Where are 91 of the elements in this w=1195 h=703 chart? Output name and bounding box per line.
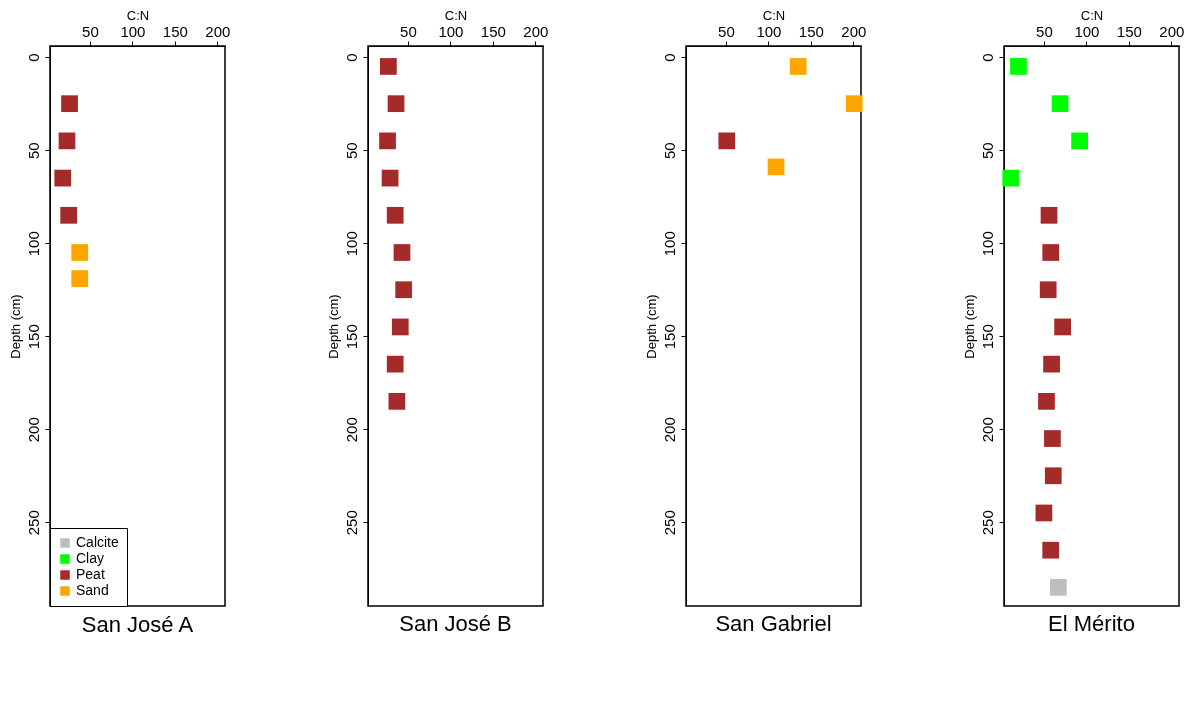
y-tick-label: 50 <box>660 142 678 160</box>
y-tick-label: 0 <box>660 53 678 62</box>
point <box>386 206 404 224</box>
y-axis-title: Depth (cm) <box>7 294 23 359</box>
x-tick-label: 150 <box>1116 22 1142 40</box>
point <box>58 132 76 150</box>
point <box>395 281 413 299</box>
point <box>60 206 78 224</box>
point <box>71 244 89 261</box>
x-tick-label: 50 <box>400 22 417 40</box>
x-axis-title: C:N <box>444 7 468 23</box>
x-tick-label: 100 <box>438 22 464 40</box>
x-tick-label: 50 <box>82 22 99 40</box>
x-tick-label: 200 <box>205 22 231 40</box>
y-tick-label: 150 <box>978 324 996 350</box>
point <box>718 132 736 150</box>
y-tick-label: 0 <box>24 53 42 62</box>
y-tick-label: 150 <box>342 324 360 350</box>
y-tick-label: 50 <box>978 142 996 160</box>
point <box>71 270 89 287</box>
point <box>54 169 72 187</box>
y-tick-label: 0 <box>342 53 360 62</box>
y-tick-label: 150 <box>660 324 678 350</box>
y-tick-label: 200 <box>978 417 996 443</box>
point <box>391 318 409 336</box>
point <box>387 95 405 113</box>
point <box>1044 467 1062 485</box>
point <box>61 95 78 113</box>
point <box>379 132 396 150</box>
x-tick-label: 200 <box>1159 22 1185 40</box>
x-tick-label: 100 <box>120 22 146 40</box>
point <box>1035 504 1053 522</box>
point <box>1042 244 1060 261</box>
x-tick-label: 200 <box>841 22 867 40</box>
x-tick-label: 100 <box>756 22 782 40</box>
x-tick-label: 150 <box>480 22 506 40</box>
legend-label: Sand <box>76 582 109 598</box>
text: San Gabriel <box>715 611 832 636</box>
y-tick-label: 50 <box>342 142 360 160</box>
y-tick-label: 250 <box>660 510 678 536</box>
text: El Mérito <box>1048 611 1135 636</box>
x-axis-title: C:N <box>126 7 150 23</box>
x-axis-title: C:N <box>762 7 786 23</box>
point <box>1010 58 1027 75</box>
legend-label: Peat <box>76 566 105 582</box>
y-tick-label: 100 <box>24 231 42 257</box>
point <box>381 169 399 187</box>
x-tick-label: 50 <box>1036 22 1053 40</box>
text: San José B <box>399 611 512 636</box>
point <box>1054 318 1071 336</box>
point <box>1039 281 1057 299</box>
legend-label: Clay <box>76 550 105 566</box>
point <box>1051 95 1069 113</box>
y-tick-label: 250 <box>342 510 360 536</box>
y-tick-label: 250 <box>24 510 42 536</box>
x-tick-label: 100 <box>1074 22 1100 40</box>
point <box>1050 579 1067 596</box>
x-tick-label: 150 <box>798 22 824 40</box>
point <box>1040 206 1058 224</box>
point <box>1071 132 1088 150</box>
x-axis-title: C:N <box>1080 7 1104 23</box>
point <box>845 95 863 113</box>
point <box>789 58 807 75</box>
x-tick-label: 150 <box>162 22 188 40</box>
point <box>1042 541 1060 559</box>
point <box>388 392 406 410</box>
point <box>1043 355 1060 373</box>
y-tick-label: 100 <box>978 231 996 257</box>
point <box>393 244 411 261</box>
y-tick-label: 100 <box>660 231 678 257</box>
x-tick-label: 50 <box>718 22 735 40</box>
legend-label: Calcite <box>76 534 120 550</box>
point <box>1038 392 1055 410</box>
y-axis-title: Depth (cm) <box>325 294 341 359</box>
point <box>1002 169 1020 187</box>
point <box>1044 430 1061 447</box>
y-tick-label: 0 <box>978 53 996 62</box>
y-tick-label: 250 <box>978 510 996 536</box>
x-tick-label: 200 <box>523 22 549 40</box>
y-axis-title: Depth (cm) <box>961 294 977 359</box>
y-tick-label: 50 <box>24 142 42 160</box>
y-tick-label: 200 <box>660 417 678 443</box>
y-tick-label: 150 <box>24 324 42 350</box>
point <box>386 355 404 373</box>
point <box>767 158 785 176</box>
y-tick-label: 200 <box>342 417 360 443</box>
y-tick-label: 100 <box>342 231 360 257</box>
point <box>380 58 397 75</box>
y-tick-label: 200 <box>24 417 42 443</box>
y-axis-title: Depth (cm) <box>643 294 659 359</box>
text: San José A <box>81 611 194 637</box>
